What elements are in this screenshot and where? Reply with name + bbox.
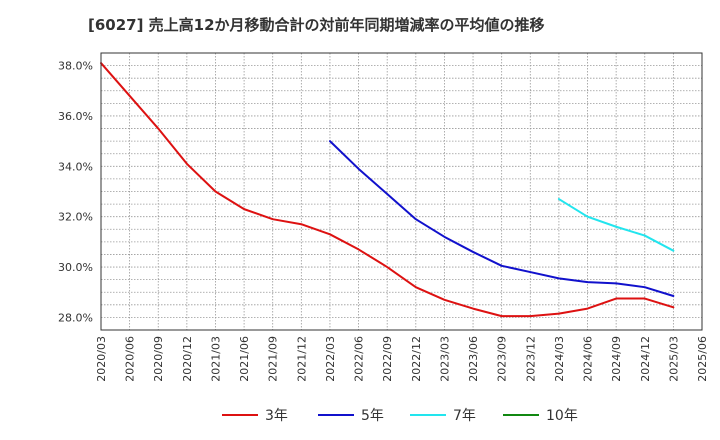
legend-label: 10年 — [546, 408, 578, 424]
x-tick-label: 2021/06 — [238, 336, 251, 382]
x-tick-label: 2025/03 — [667, 336, 680, 382]
x-tick-label: 2021/03 — [209, 336, 222, 382]
x-tick-label: 2025/06 — [696, 336, 709, 382]
x-tick-label: 2020/09 — [152, 336, 165, 382]
y-tick-label: 30.0% — [58, 261, 93, 274]
legend-label: 5年 — [361, 408, 384, 424]
x-tick-label: 2022/09 — [381, 336, 394, 382]
plot-area-frame — [100, 52, 703, 331]
x-tick-label: 2024/03 — [553, 336, 566, 382]
chart-title: [6027] 売上高12か月移動合計の対前年同期増減率の平均値の推移 — [88, 16, 545, 34]
grid-lines — [100, 53, 703, 330]
x-axis-ticks: 2020/03 2020/06 2020/09 2020/12 2021/03 2021/… — [95, 336, 709, 382]
y-tick-label: 32.0% — [58, 211, 93, 224]
series-line — [557, 198, 675, 252]
y-tick-label: 34.0% — [58, 160, 93, 173]
x-tick-label: 2023/06 — [467, 336, 480, 382]
x-tick-label: 2020/06 — [124, 336, 137, 382]
x-tick-label: 2022/12 — [410, 336, 423, 382]
x-tick-label: 2020/12 — [181, 336, 194, 382]
y-tick-label: 36.0% — [58, 110, 93, 123]
x-tick-label: 2024/12 — [639, 336, 652, 382]
y-tick-label: 38.0% — [58, 60, 93, 73]
legend: 3年 5年 7年 10年 — [222, 408, 578, 424]
y-tick-label: 28.0% — [58, 311, 93, 324]
x-tick-label: 2023/12 — [524, 336, 537, 382]
x-tick-label: 2022/03 — [324, 336, 337, 382]
x-tick-label: 2024/06 — [582, 336, 595, 382]
y-axis-ticks: 28.0% 30.0% 32.0% 34.0% 36.0% 38.0% — [58, 60, 93, 325]
legend-label: 3年 — [265, 408, 288, 424]
legend-label: 7年 — [453, 408, 476, 424]
x-tick-label: 2021/12 — [295, 336, 308, 382]
series-line — [328, 140, 675, 297]
x-tick-label: 2024/09 — [610, 336, 623, 382]
x-tick-label: 2022/06 — [353, 336, 366, 382]
x-tick-label: 2020/03 — [95, 336, 108, 382]
series-line — [100, 62, 675, 318]
x-tick-label: 2023/03 — [438, 336, 451, 382]
x-tick-label: 2021/09 — [267, 336, 280, 382]
x-tick-label: 2023/09 — [496, 336, 509, 382]
series-lines — [100, 62, 675, 318]
